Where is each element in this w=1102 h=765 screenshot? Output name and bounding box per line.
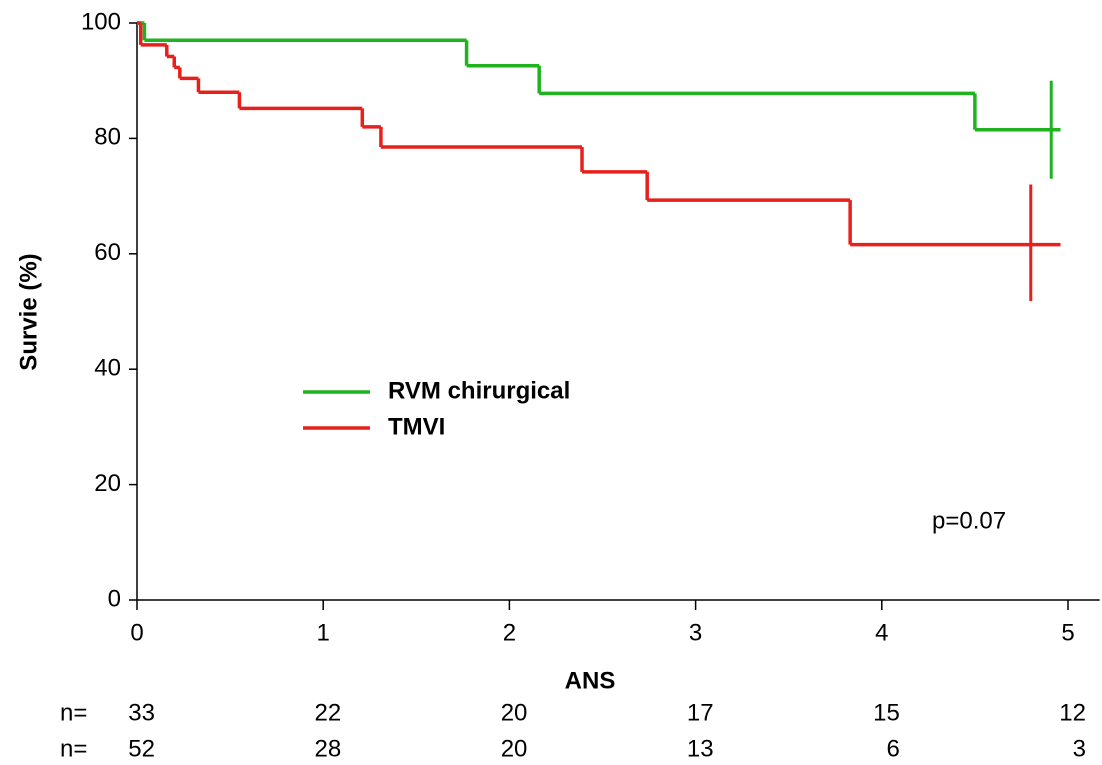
y-tick-label: 20 bbox=[94, 470, 121, 497]
at-risk-count: 6 bbox=[886, 735, 899, 762]
legend-label: TMVI bbox=[388, 413, 445, 440]
x-axis-label: ANS bbox=[565, 667, 616, 694]
at-risk-count: 3 bbox=[1073, 735, 1086, 762]
at-risk-label: n= bbox=[60, 735, 87, 762]
at-risk-count: 15 bbox=[873, 699, 900, 726]
x-tick-label: 1 bbox=[317, 619, 330, 646]
at-risk-count: 12 bbox=[1059, 699, 1086, 726]
y-axis-label: Survie (%) bbox=[15, 253, 42, 370]
at-risk-count: 52 bbox=[128, 735, 155, 762]
y-tick-label: 40 bbox=[94, 355, 121, 382]
at-risk-count: 13 bbox=[687, 735, 714, 762]
x-tick-label: 2 bbox=[503, 619, 516, 646]
annotation: p=0.07 bbox=[932, 507, 1006, 534]
y-tick-label: 60 bbox=[94, 239, 121, 266]
legend-label: RVM chirurgical bbox=[388, 377, 570, 404]
at-risk-count: 20 bbox=[501, 735, 528, 762]
at-risk-count: 28 bbox=[314, 735, 341, 762]
y-tick-label: 80 bbox=[94, 124, 121, 151]
x-tick-label: 0 bbox=[130, 619, 143, 646]
x-tick-label: 5 bbox=[1061, 619, 1074, 646]
at-risk-count: 17 bbox=[687, 699, 714, 726]
at-risk-label: n= bbox=[60, 699, 87, 726]
at-risk-count: 33 bbox=[128, 699, 155, 726]
at-risk-count: 20 bbox=[501, 699, 528, 726]
at-risk-count: 22 bbox=[314, 699, 341, 726]
y-tick-label: 0 bbox=[108, 585, 121, 612]
x-tick-label: 3 bbox=[689, 619, 702, 646]
y-tick-label: 100 bbox=[81, 8, 121, 35]
x-tick-label: 4 bbox=[875, 619, 888, 646]
